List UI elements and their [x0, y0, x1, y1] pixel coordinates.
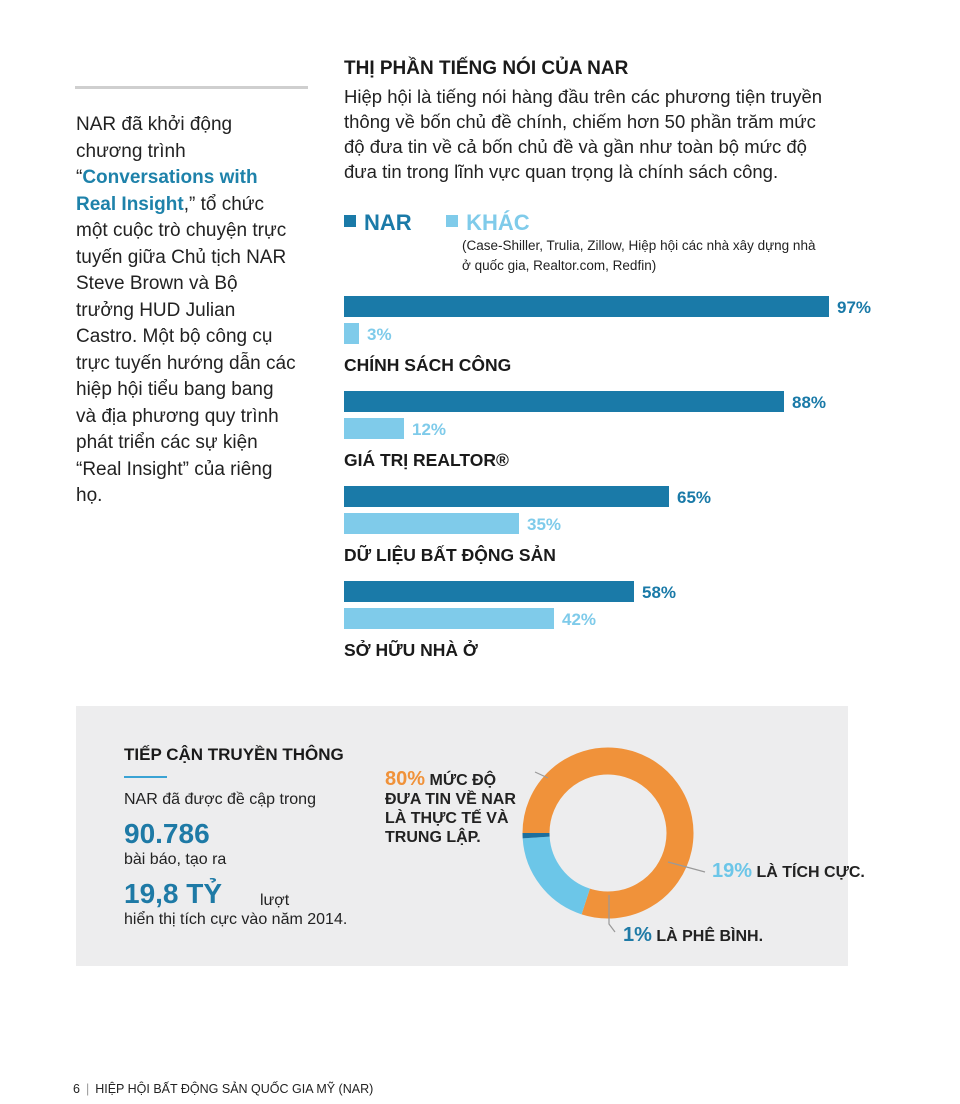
articles-text: bài báo, tạo ra — [124, 851, 227, 868]
program-name-link[interactable]: Conversations with Real Insight — [76, 167, 258, 215]
media-panel — [76, 706, 848, 966]
bar-other-0 — [344, 323, 359, 344]
bar-value-other-1: 12% — [412, 420, 446, 439]
bar-other-2 — [344, 513, 519, 534]
footer-org: HIỆP HỘI BẤT ĐỘNG SẢN QUỐC GIA MỸ (NAR) — [95, 1082, 374, 1096]
bar-value-nar-2: 65% — [677, 488, 711, 507]
legend-swatch-other — [446, 215, 459, 227]
page-footer: 6 | HIỆP HỘI BẤT ĐỘNG SẢN QUỐC GIA MỸ (NAR… — [73, 1082, 373, 1096]
legend-item-other: KHÁC — [446, 210, 530, 236]
bar-value-other-0: 3% — [367, 325, 392, 344]
donut-pct-neutral: 80% — [385, 768, 426, 790]
bar-value-nar-0: 97% — [837, 298, 871, 317]
bar-chart: 97% 3% CHÍNH SÁCH CÔNG 88% 12% GIÁ TRỊ REALTO… — [344, 296, 871, 660]
bar-nar-2 — [344, 486, 669, 507]
bar-nar-1 — [344, 391, 784, 412]
category-label-2: DỮ LIỆU BẤT ĐỘNG SẢN — [344, 544, 556, 565]
sidebar-rule — [75, 86, 308, 89]
bar-value-other-2: 35% — [527, 515, 561, 534]
bar-value-nar-1: 88% — [792, 393, 826, 412]
donut-pct-positive: 19% — [712, 860, 753, 882]
impressions-text: hiển thị tích cực vào năm 2014. — [124, 911, 348, 928]
donut-leader-line-2 — [608, 895, 616, 933]
bar-value-other-3: 42% — [562, 610, 596, 629]
donut-pct-negative: 1% — [623, 924, 652, 946]
legend-label-other: KHÁC — [466, 210, 530, 235]
chart-description: Hiệp hội là tiếng nói hàng đầu trên các … — [344, 86, 823, 182]
donut-slice-0 — [522, 747, 694, 919]
donut-label-positive: 19% LÀ TÍCH CỰC. — [712, 860, 865, 884]
legend-item-nar: NAR — [344, 210, 412, 236]
donut-leader-line-0 — [534, 771, 549, 779]
donut-label-neutral: 80% MỨC ĐỘ ĐƯA TIN VỀ NAR LÀ THỰC TẾ VÀ … — [385, 768, 535, 847]
chart-title: THỊ PHẦN TIẾNG NÓI CỦA NAR — [344, 58, 629, 79]
category-label-3: SỞ HỮU NHÀ Ở — [344, 639, 478, 660]
bar-other-1 — [344, 418, 404, 439]
category-label-1: GIÁ TRỊ REALTOR® — [344, 449, 509, 470]
impressions-unit: lượt — [260, 892, 290, 909]
articles-count: 90.786 — [124, 818, 210, 849]
donut-text-neutral: MỨC ĐỘ ĐƯA TIN VỀ NAR LÀ THỰC TẾ VÀ TRUN… — [385, 772, 516, 846]
sidebar-text: NAR đã khởi động chương trình “Conversat… — [76, 112, 296, 510]
media-title: TIẾP CẬN TRUYỀN THÔNG — [124, 745, 344, 764]
donut-label-negative: 1% LÀ PHÊ BÌNH. — [623, 924, 763, 947]
sidebar-text-before: NAR đã khởi động chương trình “ — [76, 114, 233, 188]
category-label-0: CHÍNH SÁCH CÔNG — [344, 354, 511, 375]
donut-text-positive-1: LÀ TÍCH CỰC. — [756, 864, 865, 881]
footer-separator: | — [85, 1082, 90, 1096]
bar-value-nar-3: 58% — [642, 583, 676, 602]
donut-leader-line-1 — [667, 861, 706, 873]
donut-chart — [522, 747, 706, 933]
page-number: 6 — [73, 1082, 80, 1096]
donut-text-negative: LÀ PHÊ BÌNH. — [656, 928, 764, 945]
donut-slice-1 — [522, 836, 591, 915]
legend-label-nar: NAR — [364, 210, 412, 235]
legend-note: (Case-Shiller, Trulia, Zillow, Hiệp hội … — [462, 238, 816, 273]
media-title-rule — [124, 776, 167, 778]
legend-swatch-nar — [344, 215, 356, 227]
media-intro: NAR đã được đề cập trong — [124, 791, 316, 808]
bar-nar-0 — [344, 296, 829, 317]
bar-other-3 — [344, 608, 554, 629]
chart-legend: NAR KHÁC — [344, 210, 560, 236]
bar-nar-3 — [344, 581, 634, 602]
sidebar-text-after: ,” tổ chức một cuộc trò chuyện trực tuyế… — [76, 193, 296, 507]
impressions-count: 19,8 TỶ — [124, 878, 223, 909]
